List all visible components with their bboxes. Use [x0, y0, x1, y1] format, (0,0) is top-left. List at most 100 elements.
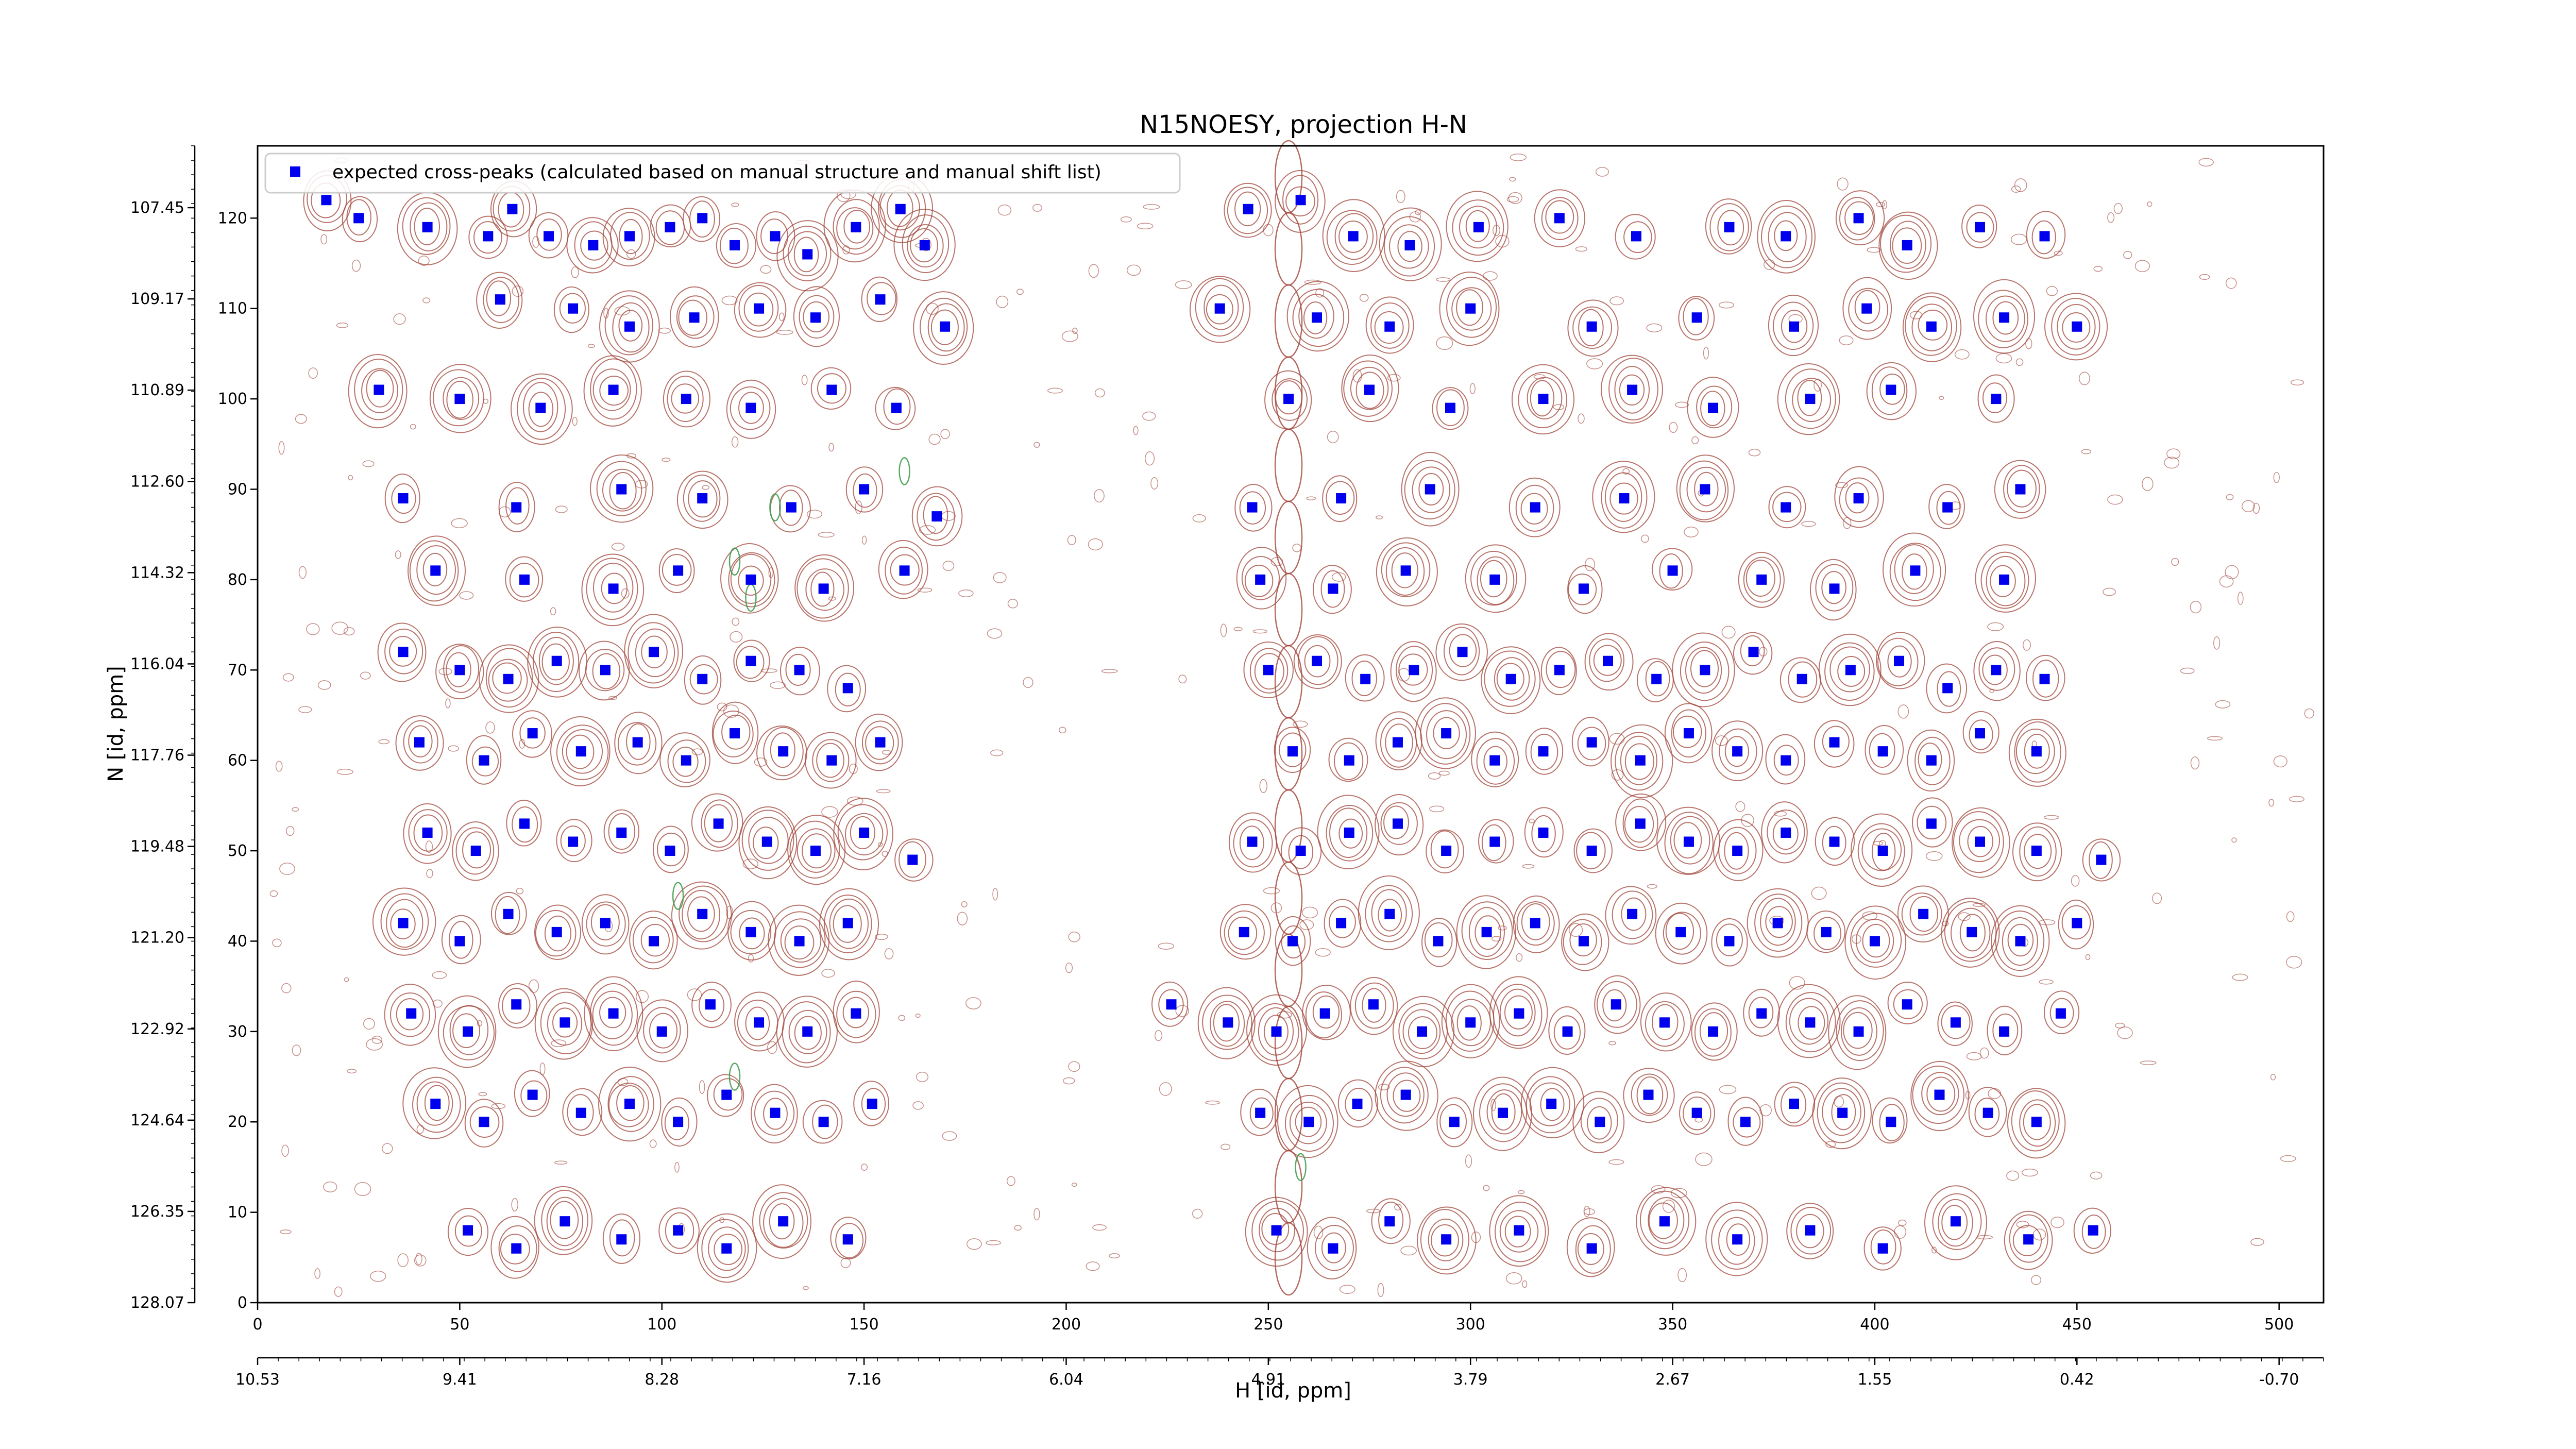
cross-peak-point	[1328, 1243, 1338, 1254]
contour-ring	[1477, 556, 1515, 605]
contour-ring	[422, 552, 448, 586]
cross-peak-point	[551, 655, 562, 666]
cross-peak-point	[454, 394, 465, 405]
y-ppm-axis: 107.45109.17110.89112.60114.32116.04117.…	[130, 145, 196, 1312]
noise-contour	[1192, 1208, 1203, 1219]
contour-ring	[498, 1225, 537, 1272]
cross-peak-point	[940, 321, 951, 332]
cross-peak-point	[1805, 394, 1816, 405]
cross-peak-point	[1505, 673, 1516, 684]
contour-ring	[566, 217, 619, 274]
contour-ring	[802, 833, 832, 869]
noise-contour	[2207, 736, 2223, 741]
contour-ring	[789, 820, 840, 879]
noise-contour	[917, 587, 933, 593]
cross-peak-point	[2031, 746, 2042, 757]
contour-ring	[1724, 832, 1749, 870]
contour-ring	[701, 799, 738, 848]
contour-ring	[2012, 1225, 2042, 1256]
noise-contour	[308, 367, 318, 379]
contour-ring	[1839, 197, 1875, 241]
contour-ring	[1322, 475, 1358, 523]
contour-ring	[1328, 737, 1368, 782]
contour-ring	[1664, 703, 1713, 764]
contour-ring	[1481, 824, 1506, 862]
contour-ring	[1593, 645, 1622, 676]
contour-ring	[1879, 373, 1905, 405]
cross-peak-point	[560, 1216, 570, 1227]
contour-ring	[1398, 653, 1428, 686]
contour-ring	[1892, 227, 1922, 264]
contour-ring	[730, 909, 772, 954]
cross-peak-point	[1797, 673, 1807, 684]
contour-ring	[1428, 1218, 1464, 1261]
contour-ring	[1792, 378, 1831, 422]
contour-ring	[1844, 201, 1874, 235]
contour-ring	[1284, 1094, 1334, 1152]
cross-peak-point	[535, 402, 546, 413]
contour-ring	[1878, 211, 1938, 280]
x-tick-label: 300	[1456, 1316, 1485, 1334]
contour-ring	[793, 237, 819, 273]
noise-contour	[828, 443, 834, 452]
cross-peak-point	[1287, 746, 1298, 757]
contour-ring	[760, 218, 788, 255]
cross-peak-point	[1829, 836, 1840, 847]
noise-contour	[1092, 1224, 1107, 1231]
contour-ring	[2073, 1207, 2111, 1254]
cross-peak-point	[398, 493, 409, 504]
noise-contour	[760, 668, 777, 673]
cross-peak-point	[1336, 493, 1347, 504]
noise-contour	[608, 696, 617, 700]
contour-ring	[452, 1013, 481, 1049]
contour-ring	[1772, 818, 1799, 850]
contour-ring	[443, 645, 480, 693]
contour-ring	[1761, 205, 1813, 268]
contour-ring	[1530, 380, 1555, 417]
cross-peak-point	[1586, 321, 1597, 332]
contour-ring	[701, 1219, 749, 1278]
x-ppm-tick-label: 6.04	[1049, 1371, 1083, 1389]
cross-peak-point	[919, 240, 930, 250]
cross-peak-point	[1740, 1117, 1751, 1127]
noise-contour	[1609, 733, 1625, 745]
noise-contour	[1498, 925, 1507, 931]
contour-ring	[1839, 477, 1879, 523]
cross-peak-point	[1950, 1017, 1961, 1028]
noise-contour	[1192, 514, 1206, 523]
noise-contour	[1989, 689, 1995, 693]
noise-contour	[778, 312, 785, 322]
contour-ring	[753, 827, 779, 860]
contour-ring	[1530, 733, 1558, 770]
contour-ring	[584, 976, 643, 1051]
noise-contour	[1931, 1246, 1937, 1254]
cross-peak-point	[810, 312, 821, 323]
contour-ring	[2004, 1210, 2053, 1270]
cross-peak-point	[1538, 746, 1549, 757]
contour-ring	[1861, 828, 1902, 871]
cross-peak-point	[1514, 1008, 1524, 1019]
contour-ring	[845, 813, 884, 856]
contour-ring	[1285, 186, 1315, 217]
contour-ring	[890, 554, 920, 586]
contour-ring	[544, 915, 571, 952]
cross-peak-point	[859, 484, 870, 495]
contour-ring	[1855, 919, 1894, 963]
contour-ring	[1676, 454, 1735, 523]
x-tick-label: 400	[1860, 1316, 1889, 1334]
contour-ring	[751, 1084, 798, 1144]
noise-contour	[2107, 212, 2115, 223]
contour-ring	[485, 648, 533, 708]
contour-ring	[861, 276, 898, 322]
contour-ring	[1567, 299, 1619, 357]
contour-ring	[1239, 825, 1264, 861]
contour-ring	[1615, 214, 1656, 260]
contour-ring	[1280, 827, 1322, 875]
contour-ring	[1279, 732, 1307, 767]
contour-ring	[1843, 1012, 1873, 1049]
cross-peak-point	[454, 665, 465, 676]
contour-ring	[1612, 890, 1653, 939]
contour-ring	[738, 392, 764, 424]
contour-ring	[519, 717, 546, 749]
negative-contour	[728, 1063, 741, 1091]
